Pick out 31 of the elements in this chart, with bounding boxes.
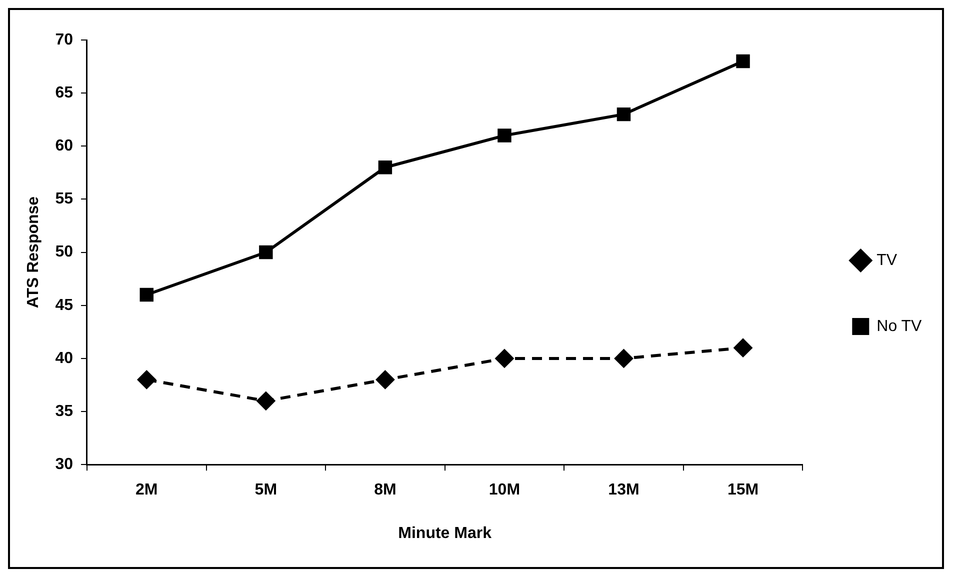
point xyxy=(498,128,512,142)
point xyxy=(259,245,273,260)
y-tick-label: 35 xyxy=(55,402,74,420)
y-tick-label: 60 xyxy=(55,138,74,155)
y-tick-label: 30 xyxy=(55,456,74,474)
x-tick-label: 2M xyxy=(136,482,158,499)
point xyxy=(376,370,395,390)
x-tick-label: 13M xyxy=(608,482,640,499)
y-tick-label: 40 xyxy=(55,350,74,367)
x-tick-label: 10M xyxy=(488,482,520,499)
x-tick-label: 5M xyxy=(254,482,278,499)
y-tick-label: 55 xyxy=(55,190,74,208)
point xyxy=(378,160,392,174)
legend-label: No TV xyxy=(876,318,922,335)
x-tick-label: 15M xyxy=(727,482,759,499)
point xyxy=(734,338,753,358)
x-tick-label: 8M xyxy=(374,482,396,499)
point xyxy=(736,54,750,68)
point xyxy=(137,370,156,390)
point xyxy=(256,391,276,410)
y-axis-title: ATS Response xyxy=(25,196,42,308)
point xyxy=(494,348,514,368)
point xyxy=(616,107,631,122)
y-tick-label: 65 xyxy=(55,84,74,102)
y-tick-label: 50 xyxy=(55,244,74,261)
y-tick-label: 70 xyxy=(55,31,74,48)
y-tick-label: 45 xyxy=(55,296,74,314)
legend-label: TV xyxy=(876,252,898,269)
point xyxy=(614,348,634,368)
point xyxy=(140,288,154,302)
x-axis-title: Minute Mark xyxy=(398,524,492,542)
